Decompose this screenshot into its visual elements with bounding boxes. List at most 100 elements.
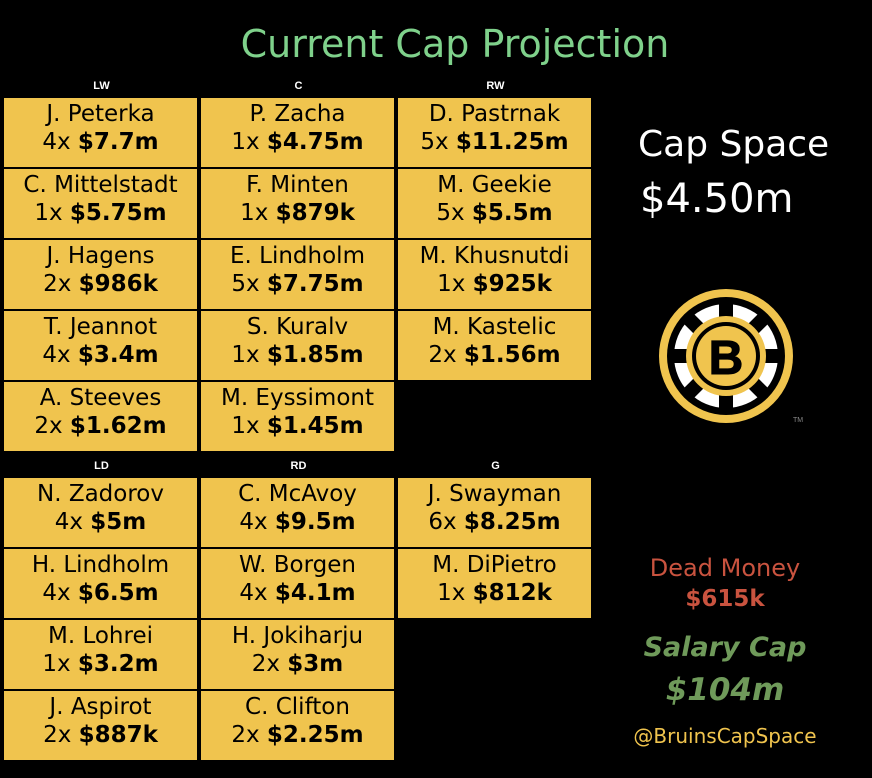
position-header-rd: RD [290, 460, 307, 472]
player-card: M. Lohrei 1x $3.2m [4, 620, 199, 691]
contract-amount: $3m [287, 651, 344, 677]
contract-amount: $7.7m [77, 129, 159, 155]
player-name: J. Aspirot [49, 694, 152, 720]
contract-years: 4x [42, 580, 71, 606]
player-card: J. Swayman 6x $8.25m [398, 478, 593, 549]
contract-years: 1x [240, 200, 269, 226]
player-card: D. Pastrnak 5x $11.25m [398, 98, 593, 169]
contract-line: 4x $3.4m [4, 341, 197, 369]
contract-amount: $925k [472, 271, 552, 297]
contract-amount: $812k [472, 580, 552, 606]
player-name: M. DiPietro [432, 552, 557, 578]
position-header-g: G [491, 460, 500, 472]
contract-amount: $6.5m [77, 580, 159, 606]
player-name: D. Pastrnak [428, 101, 561, 127]
contract-line: 4x $7.7m [4, 128, 197, 156]
player-name: M. Lohrei [47, 623, 154, 649]
contract-line: 1x $1.85m [201, 341, 394, 369]
contract-years: 4x [42, 342, 71, 368]
contract-amount: $5m [90, 509, 147, 535]
contract-amount: $4.1m [274, 580, 356, 606]
player-name: S. Kuralv [246, 314, 349, 340]
page-title: Current Cap Projection [240, 22, 670, 66]
player-name: A. Steeves [39, 385, 162, 411]
player-name: J. Swayman [427, 481, 562, 507]
player-name: J. Peterka [46, 101, 155, 127]
player-card: J. Hagens 2x $986k [4, 240, 199, 311]
contract-amount: $2.25m [266, 722, 364, 748]
contract-amount: $7.75m [266, 271, 364, 297]
contract-years: 1x [231, 129, 260, 155]
player-name: E. Lindholm [230, 243, 365, 269]
contract-line: 5x $11.25m [398, 128, 591, 156]
player-name: H. Jokiharju [231, 623, 364, 649]
contract-line: 1x $925k [398, 270, 591, 298]
contract-amount: $4.75m [266, 129, 364, 155]
contract-line: 1x $812k [398, 579, 591, 607]
contract-line: 1x $1.45m [201, 412, 394, 440]
contract-years: 4x [239, 509, 268, 535]
contract-line: 6x $8.25m [398, 508, 591, 536]
contract-years: 2x [231, 722, 260, 748]
contract-amount: $986k [78, 271, 158, 297]
contract-amount: $11.25m [455, 129, 569, 155]
position-header-lw: LW [93, 80, 110, 92]
player-card: W. Borgen 4x $4.1m [201, 549, 396, 620]
player-card: M. Geekie 5x $5.5m [398, 169, 593, 240]
position-header-ld: LD [94, 460, 109, 472]
player-name: C. McAvoy [238, 481, 357, 507]
contract-years: 1x [42, 651, 71, 677]
contract-line: 1x $5.75m [4, 199, 197, 227]
player-card: M. Eyssimont 1x $1.45m [201, 382, 396, 453]
player-name: J. Hagens [46, 243, 155, 269]
player-card: J. Aspirot 2x $887k [4, 691, 199, 762]
contract-years: 1x [437, 271, 466, 297]
salary-cap-value: $104m [665, 672, 785, 708]
contract-amount: $1.56m [463, 342, 561, 368]
player-name: H. Lindholm [31, 552, 170, 578]
contract-years: 1x [231, 413, 260, 439]
contract-line: 1x $879k [201, 199, 394, 227]
player-card: H. Lindholm 4x $6.5m [4, 549, 199, 620]
salary-cap-label: Salary Cap [643, 632, 807, 663]
player-card: F. Minten 1x $879k [201, 169, 396, 240]
player-card: C. Mittelstadt 1x $5.75m [4, 169, 199, 240]
player-name: C. Mittelstadt [23, 172, 178, 198]
position-header-c: C [294, 80, 303, 92]
cap-space-value: $4.50m [640, 176, 794, 222]
contract-amount: $3.4m [77, 342, 159, 368]
contract-amount: $9.5m [274, 509, 356, 535]
player-name: T. Jeannot [43, 314, 158, 340]
contract-line: 2x $887k [4, 721, 197, 749]
player-name: C. Clifton [245, 694, 350, 720]
player-name: W. Borgen [239, 552, 356, 578]
player-card: C. McAvoy 4x $9.5m [201, 478, 396, 549]
player-card: T. Jeannot 4x $3.4m [4, 311, 199, 382]
contract-years: 4x [54, 509, 83, 535]
position-header-rw: RW [486, 80, 505, 92]
player-card: E. Lindholm 5x $7.75m [201, 240, 396, 311]
player-card: P. Zacha 1x $4.75m [201, 98, 396, 169]
contract-years: 2x [43, 722, 72, 748]
contract-line: 2x $3m [201, 650, 394, 678]
player-card: S. Kuralv 1x $1.85m [201, 311, 396, 382]
contract-line: 5x $5.5m [398, 199, 591, 227]
contract-amount: $879k [275, 200, 355, 226]
contract-amount: $5.75m [69, 200, 167, 226]
contract-years: 5x [420, 129, 449, 155]
contract-amount: $1.45m [266, 413, 364, 439]
contract-years: 6x [428, 509, 457, 535]
contract-amount: $1.85m [266, 342, 364, 368]
contract-amount: $1.62m [69, 413, 167, 439]
player-card: M. Kastelic 2x $1.56m [398, 311, 593, 382]
player-name: M. Geekie [437, 172, 552, 198]
contract-years: 5x [231, 271, 260, 297]
contract-years: 2x [428, 342, 457, 368]
player-card: H. Jokiharju 2x $3m [201, 620, 396, 691]
contract-amount: $887k [78, 722, 158, 748]
contract-line: 1x $3.2m [4, 650, 197, 678]
contract-line: 4x $4.1m [201, 579, 394, 607]
player-card: C. Clifton 2x $2.25m [201, 691, 396, 762]
contract-amount: $5.5m [471, 200, 553, 226]
dead-money-label: Dead Money [649, 554, 801, 582]
